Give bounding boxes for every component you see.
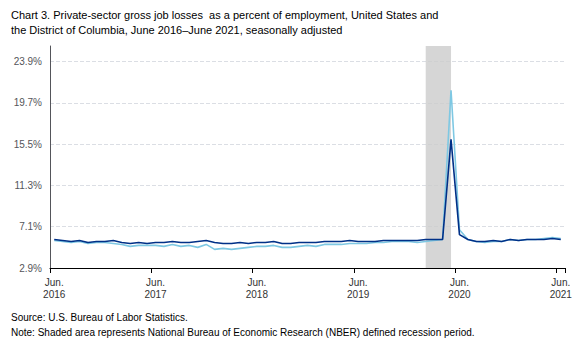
- svg-text:Source: U.S. Bureau of Labor S: Source: U.S. Bureau of Labor Statistics.: [11, 312, 188, 323]
- svg-text:Jun.: Jun.: [551, 277, 570, 288]
- svg-text:Jun.: Jun.: [450, 277, 469, 288]
- svg-text:Note: Shaded area represents N: Note: Shaded area represents National Bu…: [11, 327, 475, 338]
- svg-text:23.9%: 23.9%: [14, 56, 42, 67]
- svg-text:Jun.: Jun.: [349, 277, 368, 288]
- svg-text:2018: 2018: [246, 289, 269, 300]
- svg-text:2016: 2016: [43, 289, 66, 300]
- svg-text:7.1%: 7.1%: [19, 221, 42, 232]
- svg-text:Jun.: Jun.: [247, 277, 266, 288]
- svg-text:2019: 2019: [347, 289, 370, 300]
- svg-text:11.3%: 11.3%: [14, 180, 42, 191]
- svg-text:15.5%: 15.5%: [14, 139, 42, 150]
- svg-text:2017: 2017: [144, 289, 167, 300]
- svg-text:2020: 2020: [448, 289, 471, 300]
- svg-text:the District of Columbia, June: the District of Columbia, June 2016–June…: [11, 24, 342, 36]
- svg-text:2.9%: 2.9%: [19, 263, 42, 274]
- svg-text:Jun.: Jun.: [146, 277, 165, 288]
- svg-text:Chart 3. Private-sector gross: Chart 3. Private-sector gross job losses…: [11, 9, 438, 21]
- svg-text:19.7%: 19.7%: [14, 97, 42, 108]
- svg-text:2021: 2021: [550, 289, 573, 300]
- svg-text:Jun.: Jun.: [45, 277, 64, 288]
